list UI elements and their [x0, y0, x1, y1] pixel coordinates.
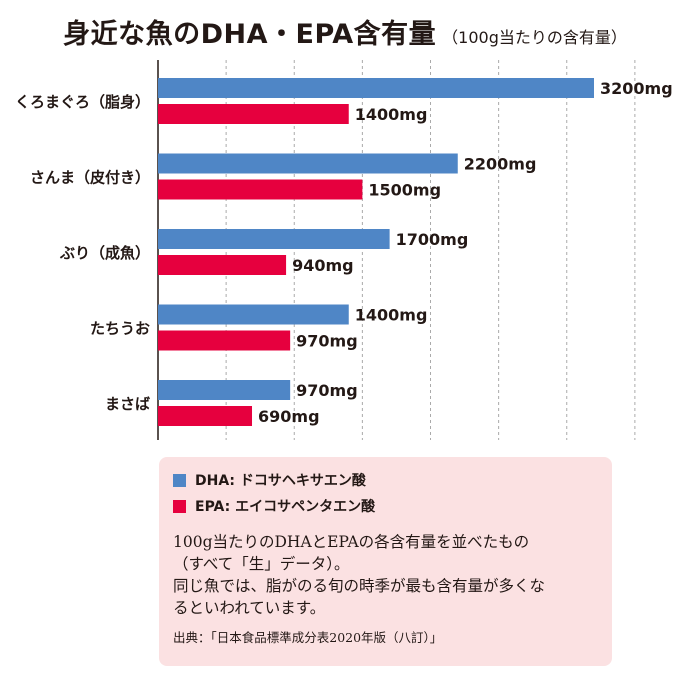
legend-item-dha: DHA: ドコサヘキサエン酸: [173, 467, 596, 493]
dha-bar: [158, 304, 349, 325]
note-line: 100g当たりのDHAとEPAの各含有量を並べたもの: [173, 533, 530, 551]
category-label: くろまぐろ（脂身）: [15, 93, 150, 111]
epa-bar: [158, 104, 349, 124]
data-label: 1400mg: [355, 105, 428, 124]
note-text: 100g当たりのDHAとEPAの各含有量を並べたもの （すべて「生」データ）。 …: [173, 531, 596, 619]
note-line: （すべて「生」データ）。: [173, 555, 350, 573]
dha-bar: [158, 153, 458, 174]
dha-bar: [158, 229, 390, 249]
chart-title-row: 身近な魚のDHA・EPA含有量 （100g当たりの含有量）: [0, 12, 690, 51]
category-label: たちうお: [90, 320, 150, 338]
legend-swatch-epa: [173, 499, 186, 513]
legend-swatch-dha: [173, 473, 186, 487]
legend-label-dha: DHA: ドコサヘキサエン酸: [195, 473, 366, 489]
source-citation: 出典：「日本食品標準成分表2020年版（八訂）」: [173, 630, 443, 645]
legend-item-epa: EPA: エイコサペンタエン酸: [173, 493, 596, 519]
category-label: まさば: [105, 395, 150, 413]
chart-title: 身近な魚のDHA・EPA含有量: [63, 19, 437, 50]
dha-bar: [158, 78, 594, 98]
legend-panel: DHA: ドコサヘキサエン酸 EPA: エイコサペンタエン酸 100g当たりのD…: [159, 457, 612, 666]
category-label: さんま（皮付き）: [30, 169, 150, 187]
note-line: るといわれています。: [173, 599, 326, 617]
epa-bar: [158, 330, 291, 351]
data-label: 2200mg: [464, 155, 537, 174]
data-label: 970mg: [296, 381, 358, 400]
bar-chart: くろまぐろ（脂身） 3200mg 1400mg さんま（皮付き） 2200mg 1500m…: [15, 60, 673, 440]
epa-bar: [158, 179, 363, 200]
data-label: 3200mg: [600, 79, 673, 98]
data-label: 690mg: [258, 407, 320, 426]
data-label: 1400mg: [355, 306, 428, 325]
epa-bar: [158, 255, 287, 275]
dha-bar: [158, 380, 291, 400]
epa-bar: [158, 406, 253, 426]
data-label: 940mg: [292, 256, 354, 275]
data-label: 1500mg: [368, 181, 441, 200]
category-label: ぶり（成魚）: [59, 244, 150, 262]
chart-subtitle: （100g当たりの含有量）: [442, 28, 627, 47]
data-label: 970mg: [296, 332, 358, 351]
data-label: 1700mg: [396, 230, 469, 249]
note-line: 同じ魚では、脂がのる旬の時季が最も含有量が多くな: [173, 577, 546, 595]
legend-label-epa: EPA: エイコサペンタエン酸: [195, 499, 376, 515]
